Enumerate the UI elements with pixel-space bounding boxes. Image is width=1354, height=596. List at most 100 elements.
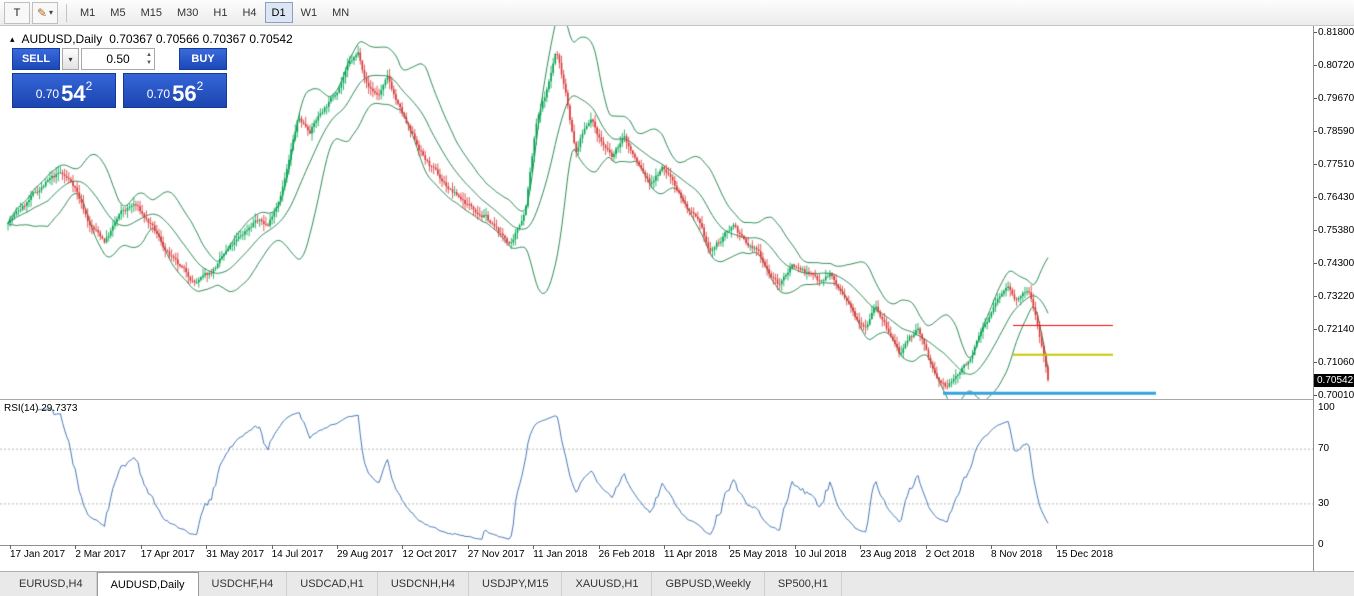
time-axis-tick <box>402 545 404 549</box>
time-axis-label: 2 Mar 2017 <box>75 549 126 560</box>
time-axis-tick <box>337 545 338 549</box>
chart-tab-bar: EURUSD,H4 AUDUSD,Daily USDCHF,H4 USDCAD,H1 U… <box>0 571 1354 596</box>
pane-splitter[interactable] <box>0 399 1313 400</box>
chart-tab-usdcad-h1[interactable]: USDCAD,H1 <box>287 572 378 596</box>
volume-field: ▲ ▼ <box>81 48 155 70</box>
timeframe-button-m15[interactable]: M15 <box>140 6 162 19</box>
chart-tab-sp500-h1[interactable]: SP500,H1 <box>765 572 842 596</box>
buy-button[interactable]: BUY <box>179 48 227 70</box>
time-axis-label: 25 May 2018 <box>729 549 788 560</box>
chart-tab-xauusd-h1[interactable]: XAUUSD,H1 <box>562 572 653 596</box>
rsi-scale-label: 30 <box>1318 497 1330 509</box>
chart-tab-gbpusd-weekly[interactable]: GBPUSD,Weekly <box>652 572 765 596</box>
volume-stepper[interactable]: ▲ ▼ <box>146 51 152 67</box>
time-axis-label: 8 Nov 2018 <box>991 549 1043 560</box>
drawing-tools-button[interactable]: ✎ ▾ <box>32 1 58 24</box>
time-axis-label: 17 Apr 2017 <box>140 549 195 560</box>
time-axis-tick <box>75 545 77 549</box>
timeframe-button-d1[interactable]: D1 <box>264 2 293 23</box>
price-axis-label: 0.71060 <box>1313 357 1354 368</box>
time-axis-label: 15 Dec 2018 <box>1056 549 1114 560</box>
time-axis-tick <box>860 545 862 549</box>
buy-price-box[interactable]: 0.70 56 2 <box>123 73 227 108</box>
timeframe-group: M1 M5 M15 M30 H1 H4 D1 W1 MN <box>73 2 357 23</box>
time-axis-tick <box>206 545 208 549</box>
time-axis-tick <box>794 545 796 549</box>
timeframe-button-m1[interactable]: M1 <box>80 6 96 19</box>
time-axis-label: 29 Aug 2017 <box>337 549 394 560</box>
price-axis-label: 0.75380 <box>1313 225 1354 236</box>
buy-price-prefix: 0.70 <box>146 87 171 101</box>
time-axis[interactable]: 17 Jan 2017 2 Mar 2017 17 Apr 2017 31 May 2… <box>0 545 1313 570</box>
price-axis-label: 0.79670 <box>1313 93 1354 104</box>
time-axis-label: 2 Oct 2018 <box>925 549 975 560</box>
time-axis-tick <box>664 545 665 549</box>
chart-area[interactable]: ▴ AUDUSD,Daily 0.70367 0.70566 0.70367 0… <box>0 26 1313 546</box>
timeframe-button-h1[interactable]: H1 <box>213 6 228 19</box>
time-axis-label: 14 Jul 2017 <box>271 549 324 560</box>
chart-header: ▴ AUDUSD,Daily 0.70367 0.70566 0.70367 0… <box>10 32 293 46</box>
rsi-scale-label: 100 <box>1318 402 1335 413</box>
sell-price-sup: 2 <box>85 79 93 93</box>
time-axis-tick <box>729 545 731 549</box>
toolbar-separator <box>66 3 67 22</box>
time-axis-tick <box>991 545 992 549</box>
price-axis-label: 0.81800 <box>1313 27 1354 38</box>
timeframe-button-m5[interactable]: M5 <box>110 6 126 19</box>
time-axis-label: 12 Oct 2017 <box>402 549 457 560</box>
chart-tab-audusd-daily[interactable]: AUDUSD,Daily <box>96 572 199 596</box>
pen-icon: ✎ <box>36 5 48 20</box>
sell-price-box[interactable]: 0.70 54 2 <box>12 73 116 108</box>
time-axis-label: 17 Jan 2017 <box>10 549 66 560</box>
chart-tab-usdcnh-h4[interactable]: USDCNH,H4 <box>378 572 470 596</box>
chart-tab-eurusd-h4[interactable]: EURUSD,H4 <box>6 572 97 596</box>
time-axis-label: 27 Nov 2017 <box>467 549 525 560</box>
timeframe-button-mn[interactable]: MN <box>332 6 350 19</box>
volume-input[interactable] <box>92 52 144 66</box>
time-axis-label: 23 Aug 2018 <box>860 549 917 560</box>
rsi-scale-label: 70 <box>1318 443 1330 455</box>
sell-button[interactable]: SELL <box>12 48 60 70</box>
timeframe-button-h4[interactable]: H4 <box>242 6 257 19</box>
time-axis-tick <box>533 545 535 549</box>
collapse-arrow-icon[interactable]: ▴ <box>10 33 15 44</box>
price-axis-label: 0.70010 <box>1313 390 1354 401</box>
price-axis[interactable]: 0.70542 0.81800 0.80720 0.79670 0.78590 0.77… <box>1313 26 1354 571</box>
top-toolbar: T ✎ ▾ M1 M5 M15 M30 H1 H4 D1 W1 MN <box>0 0 1354 26</box>
time-axis-tick <box>925 545 927 549</box>
chart-ohlc-label: 0.70367 0.70566 0.70367 0.70542 <box>109 32 293 46</box>
volume-dropdown-button[interactable]: ▾ <box>62 48 79 70</box>
spin-up-icon[interactable]: ▲ <box>146 52 152 58</box>
time-axis-label: 11 Apr 2018 <box>664 549 718 560</box>
one-click-trade-panel: SELL ▾ ▲ ▼ BUY 0.70 54 2 <box>12 48 227 108</box>
timeframe-button-m30[interactable]: M30 <box>176 6 199 19</box>
rsi-indicator-label: RSI(14) 29.7373 <box>4 403 78 414</box>
timeframe-button-w1[interactable]: W1 <box>300 6 318 19</box>
price-axis-label: 0.74300 <box>1313 258 1354 269</box>
rsi-chart-canvas[interactable] <box>0 400 1313 545</box>
sell-price-prefix: 0.70 <box>35 87 60 101</box>
chart-tab-usdjpy-m15[interactable]: USDJPY,M15 <box>469 572 563 596</box>
spin-down-icon[interactable]: ▼ <box>146 60 152 66</box>
price-axis-label: 0.73220 <box>1313 291 1354 302</box>
rsi-scale-label: 0 <box>1318 539 1324 550</box>
chart-symbol-label: AUDUSD,Daily <box>21 32 103 46</box>
chart-tab-usdchf-h4[interactable]: USDCHF,H4 <box>199 572 288 596</box>
time-axis-tick <box>467 545 469 549</box>
buy-price-big: 56 <box>172 81 197 106</box>
current-price-badge: 0.70542 <box>1314 374 1354 387</box>
time-axis-tick <box>598 545 600 549</box>
dropdown-arrow-icon: ▾ <box>49 8 54 17</box>
time-axis-tick <box>1056 545 1058 549</box>
time-axis-label: 10 Jul 2018 <box>794 549 847 560</box>
sell-price-big: 54 <box>61 81 86 106</box>
time-axis-label: 26 Feb 2018 <box>598 549 655 560</box>
price-axis-label: 0.80720 <box>1313 60 1354 71</box>
price-axis-label: 0.72140 <box>1313 324 1354 335</box>
dropdown-arrow-icon: ▾ <box>68 54 73 64</box>
templates-button[interactable]: T <box>4 1 30 24</box>
price-axis-label: 0.78590 <box>1313 126 1354 137</box>
time-axis-tick <box>271 545 273 549</box>
time-axis-label: 11 Jan 2018 <box>533 549 588 560</box>
